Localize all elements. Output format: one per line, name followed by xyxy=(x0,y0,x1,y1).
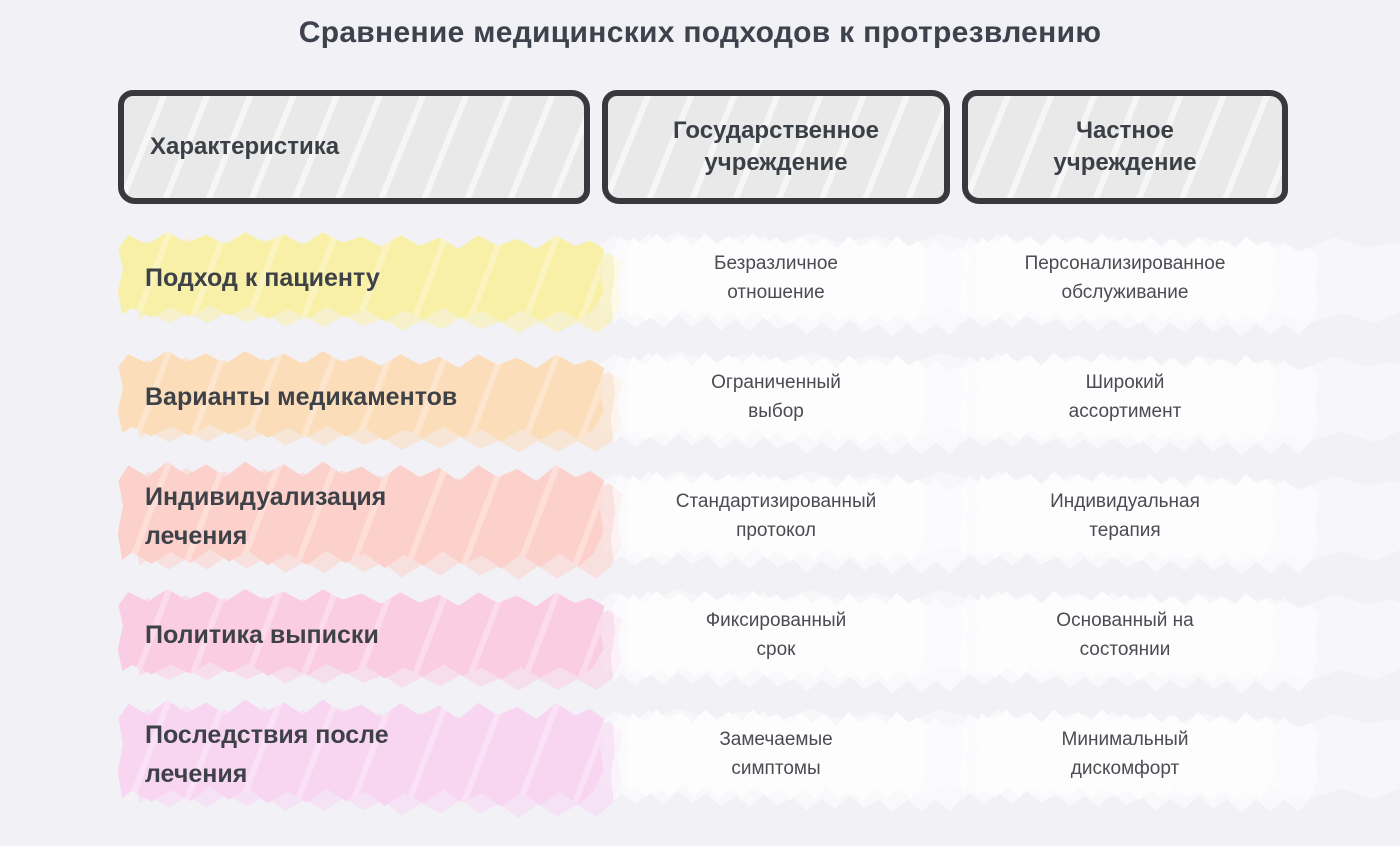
private-value-cell: Персонализированное обслуживание xyxy=(962,219,1288,338)
feature-cell: Последствия после лечения xyxy=(118,695,590,814)
state-value-cell: Ограниченный выбор xyxy=(602,338,950,457)
feature-label: Подход к пациенту xyxy=(145,264,380,293)
feature-cell: Индивидуализация лечения xyxy=(118,457,590,576)
feature-cell: Политика выписки xyxy=(118,576,590,695)
state-value: Стандартизированный протокол xyxy=(675,491,877,541)
table-row: Индивидуализация лечения Стандартизирова… xyxy=(118,457,1400,576)
header-label: Характеристика xyxy=(150,132,340,160)
table-header-row: Характеристика Государственное учреждени… xyxy=(118,90,1400,204)
feature-label: Варианты медикаментов xyxy=(145,383,458,412)
private-value: Персонализированное обслуживание xyxy=(1024,253,1226,303)
table-row: Политика выписки Фиксированный срок Осно… xyxy=(118,576,1400,695)
table-row: Подход к пациенту Безразличное отношение… xyxy=(118,219,1400,338)
private-value: Минимальный дискомфорт xyxy=(1061,729,1189,779)
header-label: Частное учреждение xyxy=(1053,116,1197,176)
state-value-cell: Фиксированный срок xyxy=(602,576,950,695)
feature-cell: Подход к пациенту xyxy=(118,219,590,338)
header-private-institution: Частное учреждение xyxy=(962,90,1288,204)
table-row: Варианты медикаментов Ограниченный выбор… xyxy=(118,338,1400,457)
private-value: Широкий ассортимент xyxy=(1068,372,1182,422)
header-label: Государственное учреждение xyxy=(673,116,879,176)
private-value: Индивидуальная терапия xyxy=(1050,491,1200,541)
header-state-institution: Государственное учреждение xyxy=(602,90,950,204)
private-value-cell: Индивидуальная терапия xyxy=(962,457,1288,576)
feature-label: Индивидуализация лечения xyxy=(145,482,387,550)
state-value: Замечаемые симптомы xyxy=(719,729,833,779)
table-row: Последствия после лечения Замечаемые сим… xyxy=(118,695,1400,814)
private-value-cell: Основанный на состоянии xyxy=(962,576,1288,695)
feature-label: Последствия после лечения xyxy=(145,720,389,788)
state-value-cell: Безразличное отношение xyxy=(602,219,950,338)
feature-cell: Варианты медикаментов xyxy=(118,338,590,457)
private-value: Основанный на состоянии xyxy=(1056,610,1194,660)
state-value-cell: Стандартизированный протокол xyxy=(602,457,950,576)
page-title: Сравнение медицинских подходов к протрез… xyxy=(298,16,1102,49)
state-value: Безразличное отношение xyxy=(714,253,838,303)
state-value: Фиксированный срок xyxy=(705,610,847,660)
private-value-cell: Минимальный дискомфорт xyxy=(962,695,1288,814)
private-value-cell: Широкий ассортимент xyxy=(962,338,1288,457)
state-value: Ограниченный выбор xyxy=(711,372,841,422)
header-characteristic: Характеристика xyxy=(118,90,590,204)
feature-label: Политика выписки xyxy=(145,621,379,650)
state-value-cell: Замечаемые симптомы xyxy=(602,695,950,814)
